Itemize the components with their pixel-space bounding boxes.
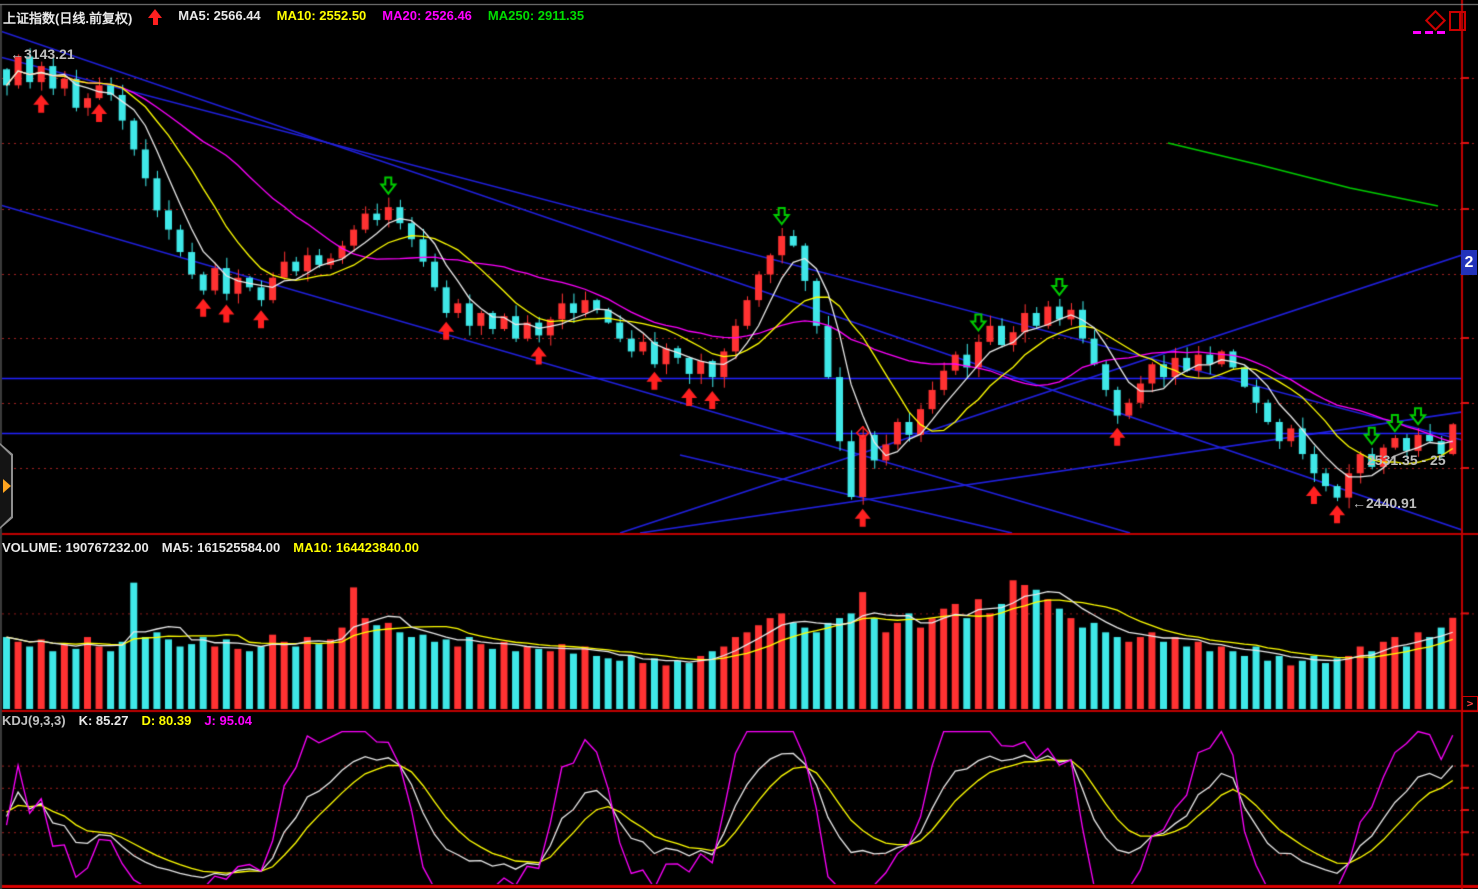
volume-header: VOLUME: 190767232.00 MA5: 161525584.00 M… [2, 540, 419, 555]
main-chart-header: 上证指数(日线.前复权) MA5: 2566.44 MA10: 2552.50 … [3, 8, 584, 27]
ma5-value: MA5: 2566.44 [178, 8, 261, 23]
kdj-name: KDJ(9,3,3) [2, 713, 66, 728]
up-arrow-icon [148, 9, 163, 25]
kdj-header: KDJ(9,3,3) K: 85.27 D: 80.39 J: 95.04 [2, 713, 252, 728]
volume-ma5-value: MA5: 161525584.00 [161, 540, 281, 555]
kdj-j-value: J: 95.04 [204, 713, 253, 728]
corner-toolbar [1405, 0, 1478, 45]
range-price-label: 2531.35 - 25 [1367, 452, 1446, 468]
volume-ma10-value: MA10: 164423840.00 [293, 540, 419, 555]
diamond-tool-icon[interactable] [1424, 9, 1447, 32]
ma20-value: MA20: 2526.46 [382, 8, 472, 23]
magenta-dashes-icon [1413, 31, 1445, 34]
instrument-title: 上证指数(日线.前复权) [3, 11, 133, 26]
right-axis-badge: 2 [1461, 250, 1477, 275]
volume-value: VOLUME: 190767232.00 [2, 540, 149, 555]
kdj-d-value: D: 80.39 [141, 713, 192, 728]
ma250-value: MA250: 2911.35 [487, 8, 585, 23]
sidebar-slideout-handle[interactable] [0, 443, 13, 529]
low-price-label: ←2440.91 [1352, 495, 1417, 511]
high-price-label: ←3143.21 [10, 46, 75, 62]
split-window-icon[interactable] [1449, 11, 1466, 31]
sidebar-expand-triangle-icon [3, 479, 11, 493]
kdj-k-value: K: 85.27 [78, 713, 129, 728]
ma10-value: MA10: 2552.50 [276, 8, 367, 23]
panel-expand-arrow[interactable]: > [1462, 696, 1478, 712]
